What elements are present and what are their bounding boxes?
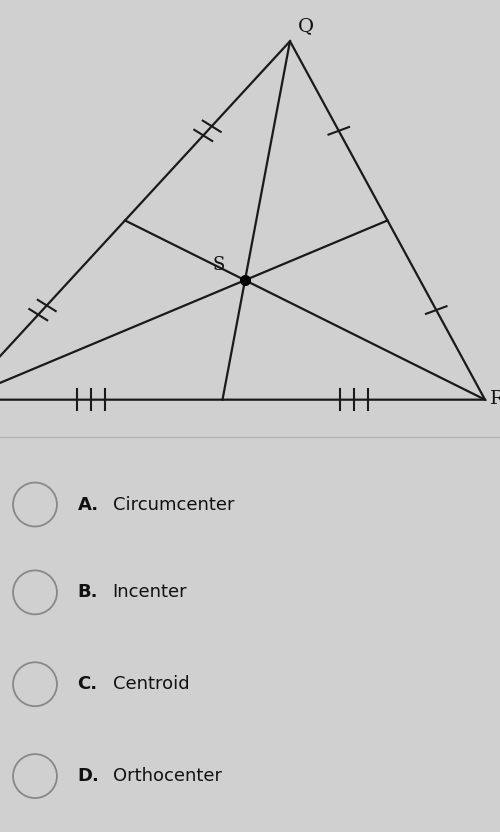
Text: R: R [490,390,500,408]
Text: Centroid: Centroid [112,676,189,693]
Text: Circumcenter: Circumcenter [112,496,234,513]
Text: S: S [212,256,225,274]
Text: A.: A. [78,496,98,513]
Text: Incenter: Incenter [112,583,187,602]
Text: C.: C. [78,676,98,693]
Text: D.: D. [78,767,100,785]
Text: Orthocenter: Orthocenter [112,767,222,785]
Text: Q: Q [298,17,314,35]
Text: B.: B. [78,583,98,602]
